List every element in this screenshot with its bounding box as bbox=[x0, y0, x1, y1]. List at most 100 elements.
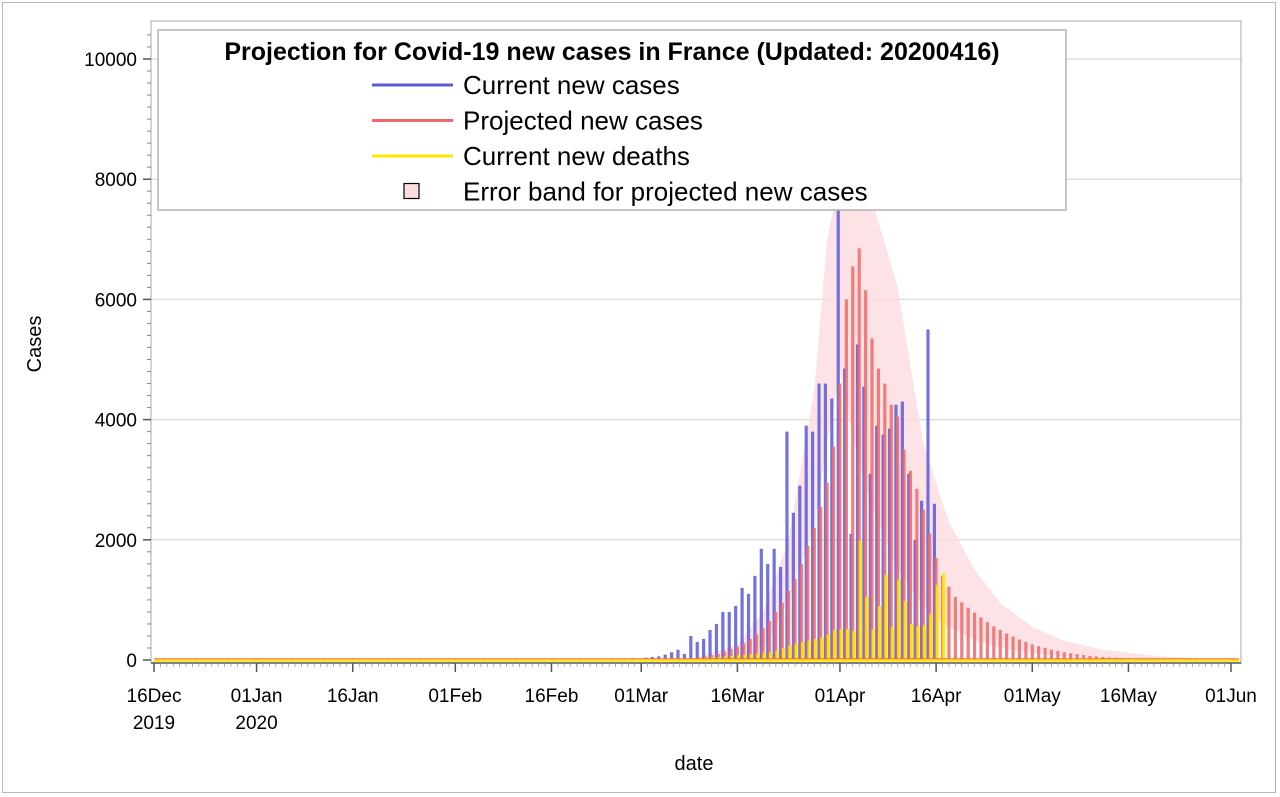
deaths-bar bbox=[813, 638, 818, 660]
x-tick-label: 16Jan bbox=[327, 686, 379, 707]
current-bar bbox=[804, 425, 808, 660]
deaths-bar bbox=[801, 641, 805, 660]
current-bar bbox=[791, 512, 795, 660]
current-bar bbox=[676, 649, 680, 660]
projected-bar bbox=[844, 299, 848, 660]
y-axis-label: Cases bbox=[24, 316, 46, 373]
current-legend-label: Current new cases bbox=[463, 70, 680, 100]
x-tick-label: 16May bbox=[1100, 686, 1158, 707]
projected-bar bbox=[787, 590, 791, 660]
x-tick-sublabel: 2020 bbox=[235, 713, 277, 734]
projected-bar bbox=[1069, 653, 1073, 660]
projected-bar bbox=[806, 545, 810, 660]
deaths-bar bbox=[762, 652, 766, 660]
error-band bbox=[698, 179, 1231, 660]
projected-bar bbox=[992, 626, 996, 660]
current-bar bbox=[843, 368, 847, 660]
deaths-bar bbox=[736, 655, 741, 660]
projected-bar bbox=[1024, 641, 1028, 660]
current-bar bbox=[881, 434, 885, 660]
legend: Projection for Covid-19 new cases in Fra… bbox=[157, 29, 1067, 211]
projected-bar bbox=[1043, 647, 1047, 660]
current-bar bbox=[817, 383, 821, 660]
y-axis: 0 2000 4000 6000 8000 10000 bbox=[84, 34, 151, 672]
projected-bar bbox=[883, 383, 887, 660]
y-tick-label: 0 bbox=[126, 651, 137, 672]
current-bar bbox=[926, 329, 930, 660]
deaths-bar bbox=[865, 596, 869, 660]
projected-bar bbox=[947, 586, 951, 660]
projected-bar bbox=[889, 404, 893, 660]
projected-bar bbox=[793, 578, 797, 660]
current-bar bbox=[855, 344, 860, 660]
projected-bar bbox=[870, 338, 874, 660]
current-bar bbox=[868, 473, 872, 660]
projected-bar bbox=[722, 651, 727, 660]
projected-bar bbox=[851, 266, 855, 660]
projected-bar bbox=[838, 383, 842, 660]
projected-bar bbox=[767, 620, 772, 660]
projected-bar bbox=[825, 482, 829, 660]
current-bar bbox=[682, 653, 686, 660]
current-bar bbox=[746, 593, 751, 660]
projected-bar bbox=[1081, 655, 1086, 660]
deaths-bar bbox=[935, 584, 939, 660]
deaths-bar bbox=[743, 654, 747, 660]
current-bar bbox=[689, 635, 693, 660]
deaths-bar bbox=[826, 634, 830, 660]
current-bar bbox=[862, 386, 866, 660]
x-tick-label: 01Jun bbox=[1205, 686, 1257, 707]
deaths-bar bbox=[749, 653, 753, 660]
deaths-bar bbox=[903, 601, 907, 660]
x-tick-label: 01Feb bbox=[428, 686, 482, 707]
current-bar bbox=[772, 548, 776, 660]
x-tick-label: 01Mar bbox=[614, 686, 669, 707]
current-bar bbox=[836, 203, 840, 661]
projected-bar bbox=[1030, 644, 1034, 660]
current-bar bbox=[766, 563, 770, 660]
projected-bar bbox=[902, 449, 906, 660]
projected-bar bbox=[812, 527, 816, 660]
current-bar bbox=[714, 623, 719, 660]
current-bar bbox=[932, 503, 937, 660]
projected-bar bbox=[761, 628, 765, 660]
projected-bar bbox=[915, 488, 919, 660]
deaths-bar bbox=[775, 650, 779, 660]
projected-bar bbox=[876, 368, 881, 660]
current-bar bbox=[669, 652, 674, 660]
projected-bar bbox=[921, 509, 925, 660]
deaths-bar bbox=[724, 656, 728, 660]
projected-bar bbox=[863, 290, 868, 660]
x-tick-label: 16Mar bbox=[710, 686, 765, 707]
projected-bar bbox=[729, 649, 733, 660]
current-bar bbox=[702, 638, 706, 660]
projected-bar bbox=[1011, 636, 1015, 660]
x-axis: 16Dec 2019 01Jan 2020 16Jan 01Feb 16Feb 01Mar 16… bbox=[127, 662, 1257, 734]
projected-legend-label: Projected new cases bbox=[463, 106, 703, 136]
deaths-bar bbox=[781, 647, 786, 660]
current-bar bbox=[778, 566, 783, 660]
x-tick-label: 16Feb bbox=[525, 686, 579, 707]
current-bar bbox=[907, 473, 911, 660]
current-bar bbox=[894, 404, 898, 660]
projected-bar bbox=[972, 612, 977, 660]
y-tick-label: 4000 bbox=[95, 411, 137, 432]
deaths-bar bbox=[730, 655, 734, 660]
x-tick-label: 01May bbox=[1004, 686, 1062, 707]
current-bar bbox=[919, 500, 924, 660]
projected-bar bbox=[979, 617, 983, 660]
chart-svg: 0 2000 4000 6000 8000 10000 16Dec 2019 01Jan 202… bbox=[24, 20, 1257, 775]
current-bar bbox=[913, 539, 917, 660]
deaths-bar bbox=[852, 631, 856, 660]
current-bar bbox=[900, 401, 904, 660]
current-bar bbox=[708, 629, 712, 660]
x-tick-label: 16Apr bbox=[911, 686, 962, 707]
legend-box bbox=[157, 29, 1067, 211]
current-bar bbox=[663, 654, 667, 660]
deaths-bar bbox=[858, 540, 862, 660]
deaths-bar bbox=[922, 625, 927, 660]
deaths-bar bbox=[788, 645, 792, 660]
y-tick-label: 6000 bbox=[95, 290, 137, 311]
projected-bar bbox=[755, 634, 759, 660]
